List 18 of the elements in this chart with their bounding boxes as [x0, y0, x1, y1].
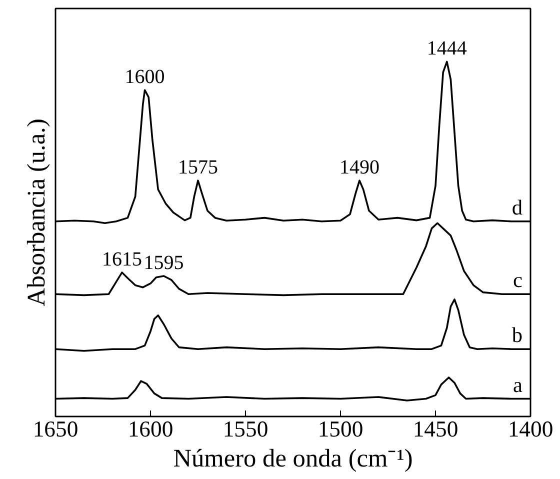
- annotation: 1600: [124, 66, 165, 88]
- annotation: 1575: [178, 156, 218, 179]
- y-axis-title: Absorbancia (u.a.): [22, 118, 50, 306]
- series-label: a: [513, 372, 524, 397]
- annotation: 1595: [144, 252, 184, 274]
- x-axis-title: Número de onda (cm⁻¹): [173, 444, 413, 472]
- series-label: c: [513, 268, 522, 292]
- x-tick-label: 1550: [222, 416, 268, 442]
- x-tick-label: 1600: [128, 416, 174, 442]
- x-tick-label: 1650: [32, 416, 78, 442]
- series-label: d: [512, 195, 523, 220]
- x-tick-label: 1500: [318, 416, 364, 442]
- x-tick-label: 1400: [508, 416, 554, 442]
- x-tick-label: 1450: [412, 416, 458, 442]
- series-label: b: [512, 323, 523, 348]
- annotation: 1615: [102, 248, 142, 270]
- annotation: 1444: [426, 38, 467, 60]
- annotation: 1490: [340, 156, 380, 179]
